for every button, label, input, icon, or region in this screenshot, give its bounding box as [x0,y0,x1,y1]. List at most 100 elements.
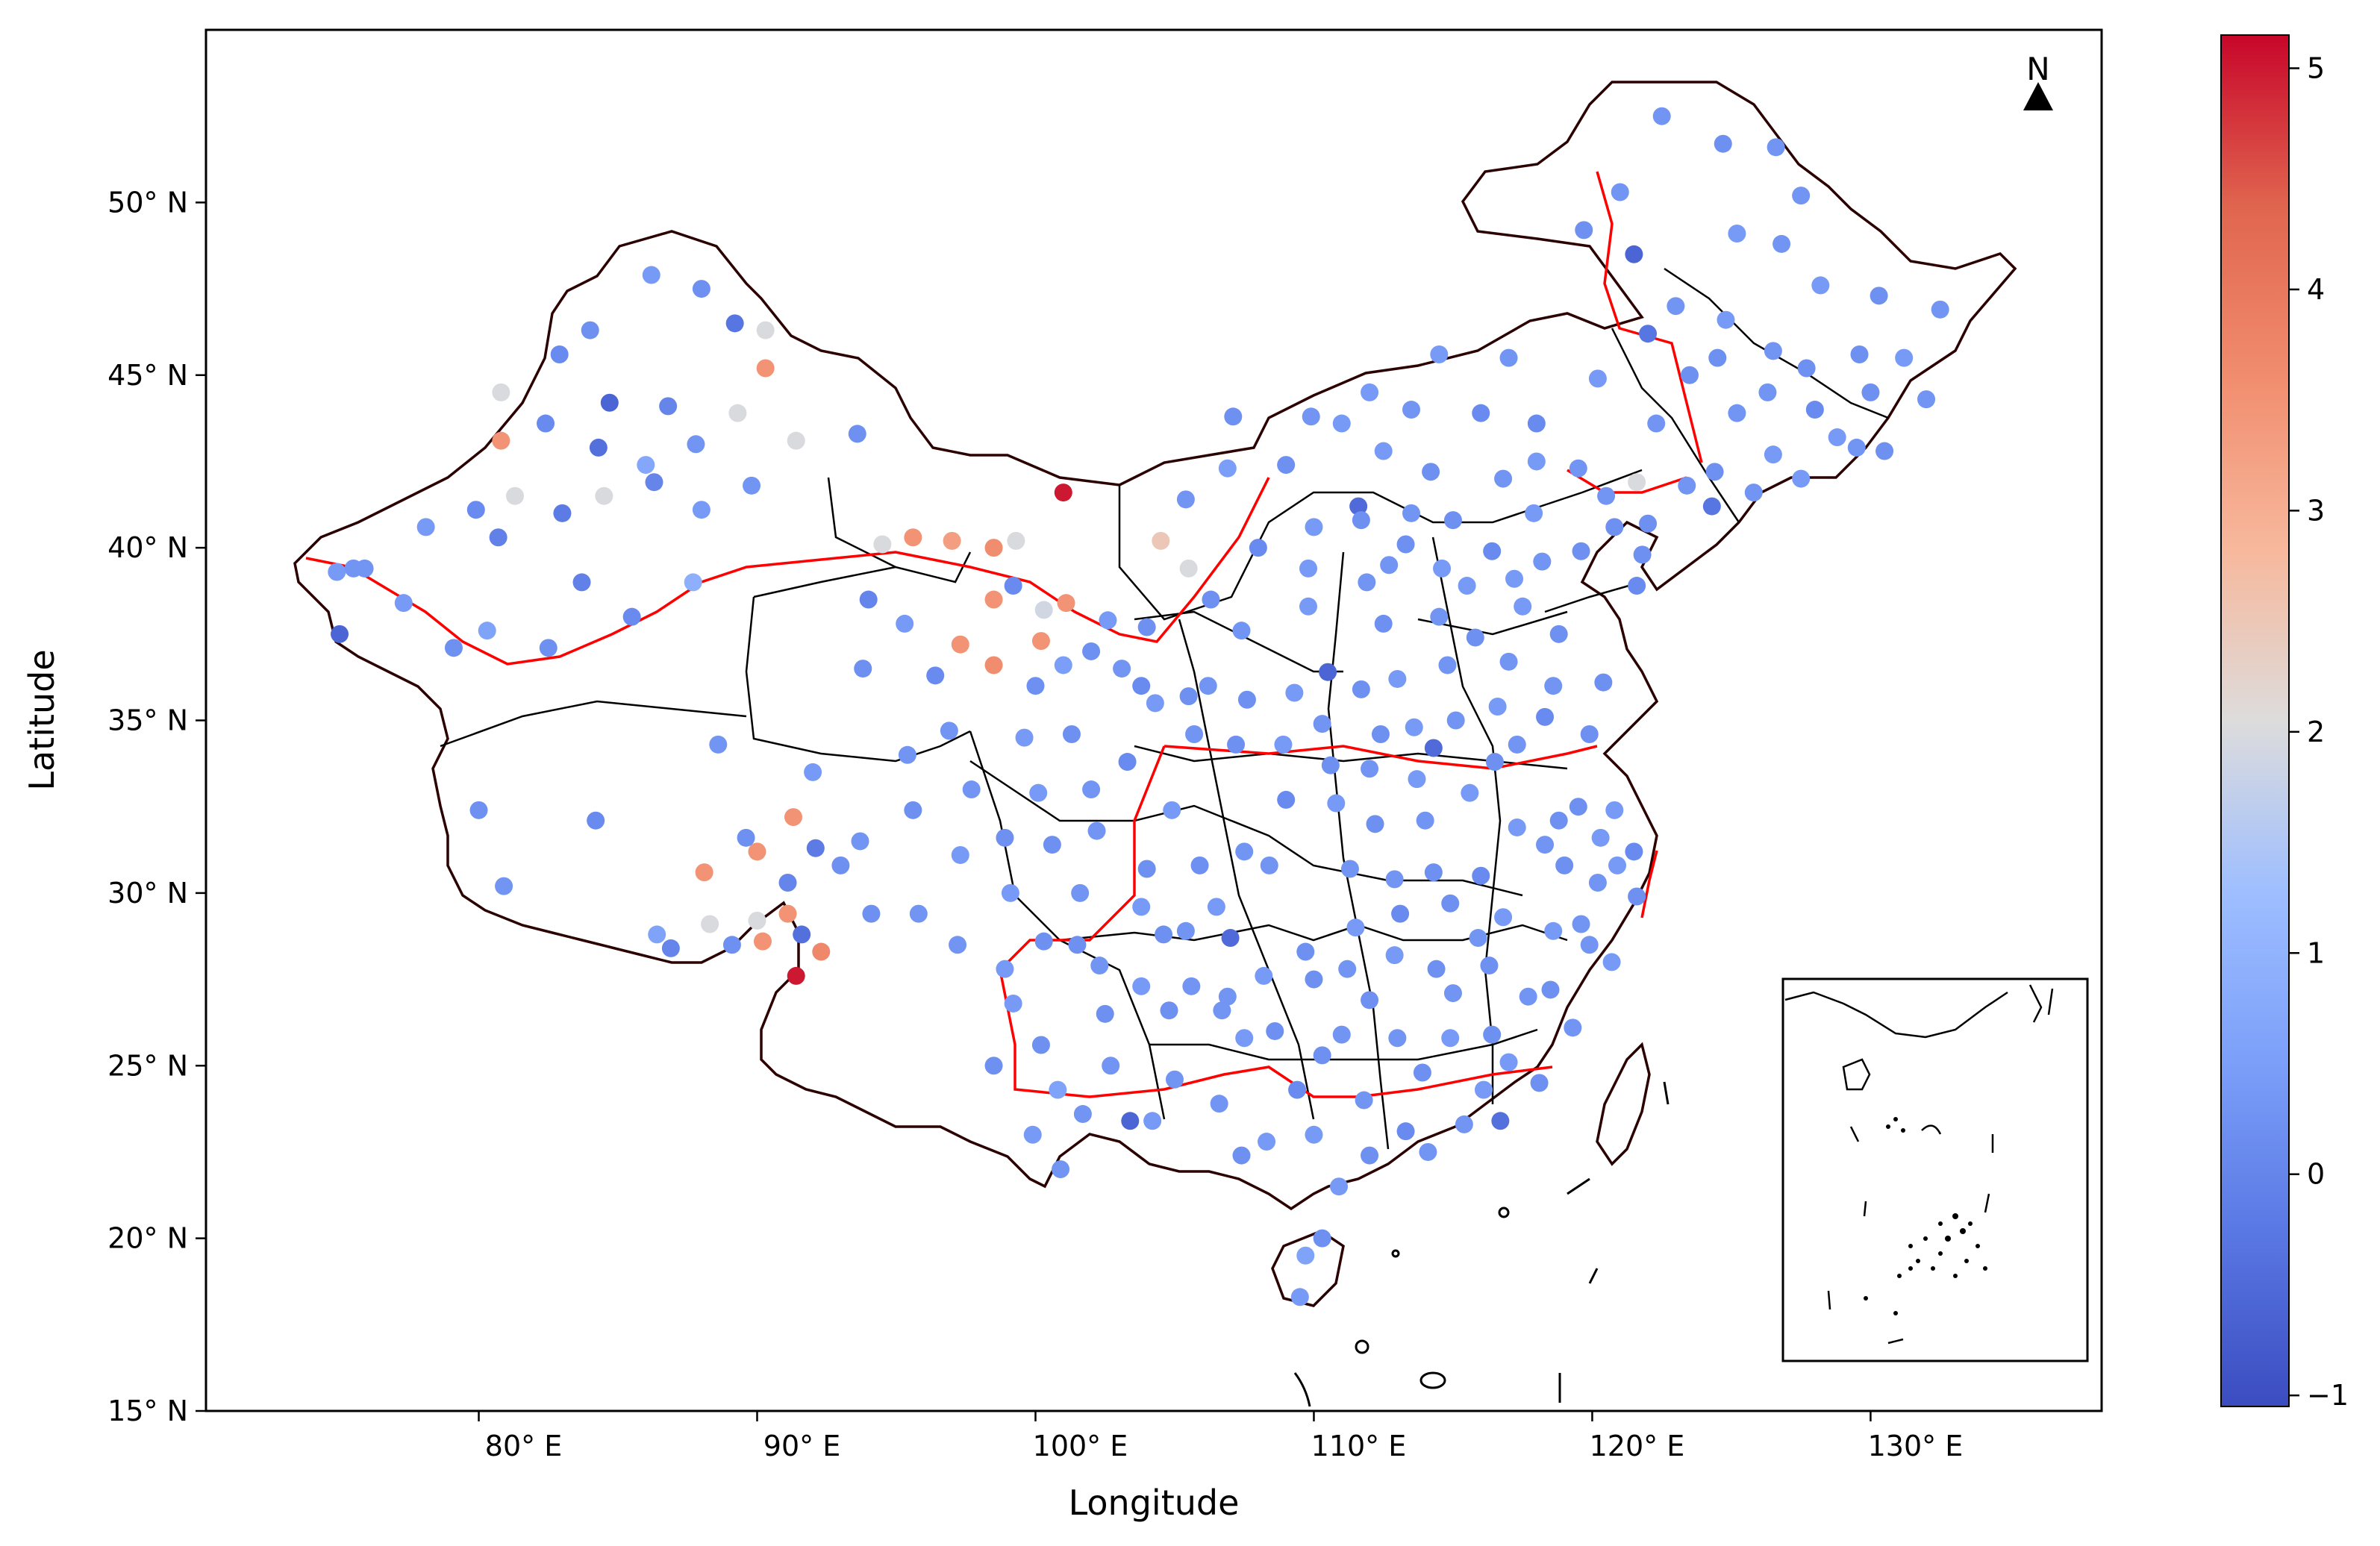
station-dot [1137,860,1156,878]
station-dot [1605,518,1624,536]
station-dot [1391,904,1410,923]
station-dot [1708,348,1727,367]
station-dot [951,845,969,864]
y-axis-ticks: 15° N 20° N 25° N 30° N 35° N 40° N 45° N 50° N [107,186,206,1427]
x-tick-label: 110° E [1311,1430,1407,1462]
station-dot [1062,725,1081,744]
station-dot [1054,483,1072,502]
station-dot [1530,1074,1549,1092]
station-dot [1527,414,1546,433]
station-dot [1374,614,1393,633]
climate-region-lines [305,171,1703,1098]
station-dot [1728,404,1746,422]
station-dot [1527,452,1546,471]
station-dot [1441,894,1460,913]
station-dot [996,828,1014,847]
station-dot [1073,1105,1092,1124]
station-dot [1054,656,1072,675]
station-dot [466,501,485,519]
station-dot [1385,946,1404,965]
station-dot [394,594,413,613]
station-dot [1299,559,1318,578]
station-dot [1313,715,1331,733]
station-dot [1190,856,1209,874]
station-dot [1102,1057,1120,1075]
station-dot [692,501,710,519]
station-dot [478,622,496,640]
station-dot [1433,559,1452,578]
station-dot [659,397,678,416]
station-dot [1305,970,1323,989]
station-dot [1494,469,1513,488]
colorbar-tick-label: 0 [2307,1158,2325,1191]
station-dot [1764,445,1782,464]
station-dot [1408,770,1426,789]
station-dot [1847,438,1866,457]
station-dot [896,614,914,633]
station-dot [1396,535,1415,554]
station-dot [1388,669,1407,688]
station-dot [1469,929,1487,948]
station-dot [553,504,572,522]
station-dot [1533,552,1552,571]
station-dot [1652,107,1671,125]
station-dot [1082,642,1101,660]
colorbar-ticks: −1 0 1 2 3 4 5 [2289,51,2349,1412]
station-dot [1714,134,1732,153]
station-dot [1597,486,1616,505]
station-dot [1680,366,1699,384]
station-dot [1572,542,1590,560]
station-dot [1001,883,1019,902]
station-dot [756,359,775,378]
station-dot [1355,1091,1373,1110]
station-dot [1591,828,1610,847]
station-dot [1068,936,1087,954]
station-dot [848,425,866,443]
station-dot [812,942,831,961]
station-dot [1388,1029,1407,1048]
station-dot [637,456,655,475]
station-dot [1443,984,1462,1003]
station-dot [622,607,641,626]
station-dot [743,476,761,495]
station-dot [1007,531,1025,550]
station-dot [1349,497,1368,516]
y-tick-label: 35° N [107,704,188,737]
station-dot [778,904,797,923]
station-dot [1210,1095,1228,1113]
station-dot [1346,918,1365,937]
station-dot [1299,597,1318,616]
station-dot [1380,556,1399,575]
station-dot [1152,531,1170,550]
station-dot [1931,300,1949,319]
station-dot [873,535,892,554]
station-dot [331,625,349,643]
station-dot [1305,518,1323,536]
station-dot [748,842,766,861]
station-dot [1628,473,1646,492]
station-dot [1313,1229,1331,1248]
station-dot [984,539,1003,557]
station-dot [1313,1046,1331,1065]
station-dot [1588,873,1607,892]
x-axis-ticks: 80° E 90° E 100° E 110° E 120° E 130° E [478,1411,1963,1462]
station-dot [1358,573,1376,592]
station-dot [489,528,507,547]
station-dot [1023,1125,1042,1144]
station-dot [587,811,605,830]
station-dot [1327,794,1346,813]
station-dot [1792,469,1811,488]
station-dot [1569,798,1587,816]
station-dot [1165,1070,1184,1089]
station-dot [1514,597,1532,616]
station-dot [753,932,772,951]
station-dot [1232,622,1251,640]
station-dot [1744,483,1763,502]
station-dot [1430,345,1449,363]
station-dot [904,801,922,819]
station-dot [1071,883,1090,902]
station-dot [1625,842,1643,861]
station-dot [1480,957,1499,975]
station-dot [1155,925,1173,944]
station-dot [940,722,958,740]
